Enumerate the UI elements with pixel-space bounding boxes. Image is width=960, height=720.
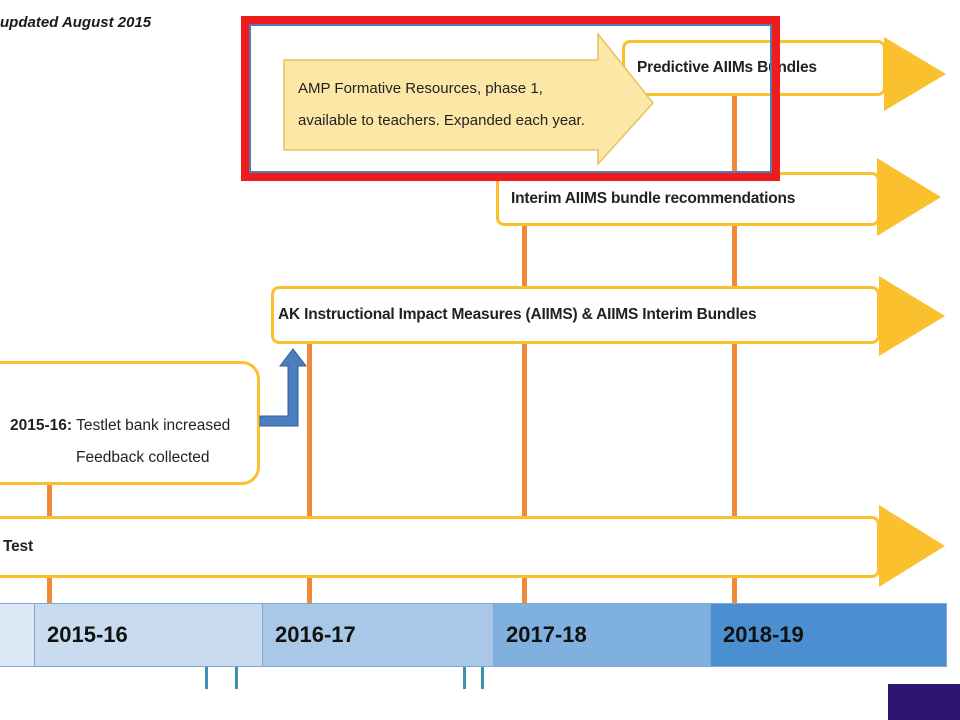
year-label-2015-16: 2015-16 (47, 622, 128, 647)
test-bar: Test (0, 516, 880, 578)
testlet-year-label: 2015-16: (10, 417, 73, 434)
testlet-line2: Feedback collected (76, 449, 210, 466)
timeline-tick (235, 667, 238, 689)
interim-recommendations-label: Interim AIIMS bundle recommendations (511, 190, 796, 207)
timeline-tick (205, 667, 208, 689)
aiims-bar: AK Instructional Impact Measures (AIIMS)… (271, 286, 880, 344)
year-cell-start (0, 603, 36, 667)
interim-arrow-head (877, 158, 941, 236)
aiims-label: AK Instructional Impact Measures (AIIMS)… (278, 306, 757, 323)
year-cell-2015-16: 2015-16 (34, 603, 264, 667)
test-label: Test (3, 538, 33, 555)
vline-2018-19 (732, 96, 737, 604)
corner-block (888, 684, 960, 720)
year-cell-2016-17: 2016-17 (262, 603, 495, 667)
vline-2017-18 (522, 222, 527, 604)
predictive-arrow-head (884, 37, 946, 111)
year-label-2016-17: 2016-17 (275, 622, 356, 647)
year-cell-2018-19: 2018-19 (710, 603, 947, 667)
year-label-2017-18: 2017-18 (506, 622, 587, 647)
highlight-inner-border (249, 24, 772, 173)
test-arrow-head (879, 505, 945, 587)
formative-callout-shape (283, 31, 654, 166)
vline-2016-17 (307, 338, 312, 604)
updated-date-subtitle: updated August 2015 (0, 14, 152, 31)
year-label-2018-19: 2018-19 (723, 622, 804, 647)
formative-line1: AMP Formative Resources, phase 1, (298, 80, 543, 97)
testlet-box (0, 361, 260, 485)
testlet-line1-text: Testlet bank increased (76, 417, 231, 434)
testlet-line1: 2015-16: Testlet bank increased (10, 412, 230, 440)
timeline-tick (481, 667, 484, 689)
formative-line2: available to teachers. Expanded each yea… (298, 112, 585, 129)
up-arrow-icon (259, 348, 308, 427)
highlight-frame (241, 16, 780, 181)
aiims-arrow-head (879, 276, 945, 356)
timeline-tick (463, 667, 466, 689)
year-cell-2017-18: 2017-18 (493, 603, 712, 667)
